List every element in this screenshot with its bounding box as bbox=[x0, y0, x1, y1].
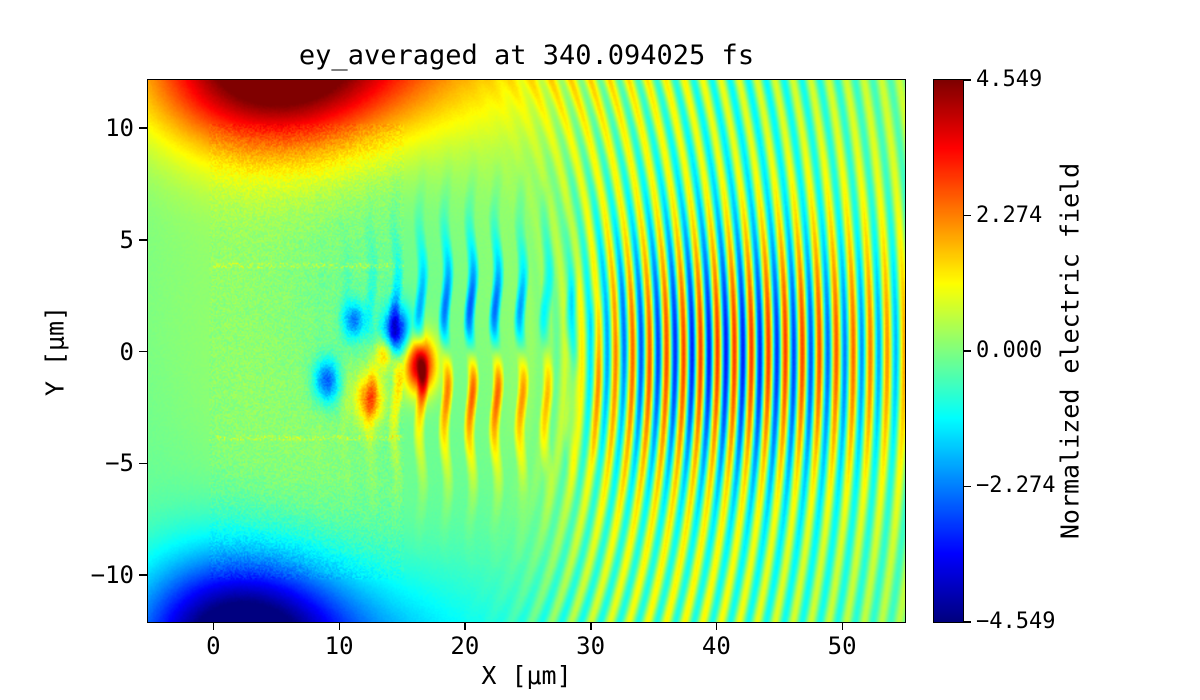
x-tick-mark bbox=[212, 622, 215, 630]
y-tick-mark bbox=[139, 574, 147, 576]
x-tick-label: 10 bbox=[324, 632, 354, 660]
y-tick-label: 10 bbox=[105, 114, 134, 143]
x-tick-label: 20 bbox=[450, 632, 480, 660]
colorbar-tick-label: 0.000 bbox=[976, 338, 1043, 363]
x-tick-label: 40 bbox=[701, 632, 731, 660]
x-tick-label: 0 bbox=[206, 632, 221, 660]
heatmap-canvas bbox=[148, 80, 905, 622]
x-tick-mark bbox=[590, 622, 592, 630]
colorbar-tick-mark bbox=[964, 350, 971, 352]
colorbar-canvas bbox=[934, 80, 963, 622]
colorbar-tick-mark bbox=[964, 621, 971, 623]
colorbar-tick-label: 4.549 bbox=[976, 67, 1043, 92]
colorbar-tick-mark bbox=[964, 485, 971, 488]
x-tick-label: 30 bbox=[576, 632, 606, 660]
x-tick-mark bbox=[338, 622, 341, 630]
y-tick-label: 0 bbox=[119, 337, 134, 366]
colorbar bbox=[933, 79, 964, 623]
colorbar-tick-mark bbox=[964, 214, 971, 217]
x-tick-mark bbox=[715, 622, 718, 630]
x-axis-label: X [μm] bbox=[481, 661, 572, 690]
y-tick-mark bbox=[139, 350, 147, 353]
y-tick-mark bbox=[139, 127, 147, 129]
colorbar-tick-label: 2.274 bbox=[976, 202, 1043, 228]
x-tick-label: 50 bbox=[827, 632, 857, 660]
colorbar-tick-mark bbox=[964, 79, 971, 81]
colorbar-label: Normalized electric field bbox=[1055, 162, 1085, 540]
y-tick-label: −10 bbox=[90, 561, 134, 590]
colorbar-tick-label: −4.549 bbox=[976, 609, 1056, 634]
x-tick-mark bbox=[464, 622, 466, 630]
y-tick-label: −5 bbox=[105, 449, 134, 478]
plot-title: ey_averaged at 340.094025 fs bbox=[298, 40, 755, 71]
x-tick-mark bbox=[841, 622, 844, 630]
y-tick-mark bbox=[139, 239, 147, 241]
y-tick-label: 5 bbox=[119, 225, 134, 254]
y-tick-mark bbox=[139, 462, 147, 465]
colorbar-tick-label: −2.274 bbox=[976, 473, 1056, 499]
plot-area bbox=[147, 79, 906, 623]
